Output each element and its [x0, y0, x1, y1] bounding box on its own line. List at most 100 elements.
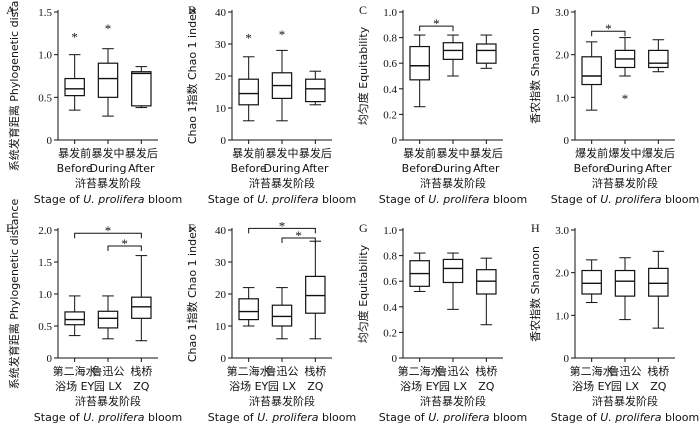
x-tick-label: 浴场 EY	[229, 379, 268, 393]
box-2: *	[614, 37, 636, 106]
box-3	[476, 34, 497, 69]
x-tick-label: 鲁迅公	[437, 364, 470, 378]
y-tick-label: 0.5	[38, 92, 52, 104]
y-tick-label: 0.2	[383, 327, 397, 339]
panel-C: C 0 0.2 0.4 0.6 0.8 1.0 暴发前 Before 暴发中 During 暴发后 Af…	[356, 3, 527, 206]
y-tick-label: 0	[564, 135, 570, 147]
box-3	[131, 255, 152, 342]
panel-label: D	[531, 3, 540, 17]
y-tick-label: 1.0	[38, 289, 52, 301]
box-iqr	[581, 56, 602, 86]
box-iqr	[64, 77, 85, 97]
significance-bracket: *	[248, 218, 316, 234]
panel-label: G	[359, 221, 368, 235]
panel-A: A 0 0.5 1.0 1.5 暴发前 Before 暴发中 During 暴发后 After浒苔暴…	[6, 0, 182, 206]
x-tick-label: 栈桥	[475, 364, 497, 378]
y-tick-label: 0	[47, 353, 53, 365]
box-iqr	[305, 275, 326, 314]
significance-mark: *	[605, 21, 612, 36]
y-tick-label: 0.5	[38, 321, 52, 333]
y-tick-label: 2.0	[38, 225, 52, 237]
x-tick-label: ZQ	[133, 380, 150, 393]
x-tick-label: 第二海水	[227, 364, 271, 378]
y-tick-label: 0.6	[383, 276, 397, 288]
y-tick-label: 2.0	[555, 50, 569, 62]
x-axis-title: 浒苔暴发阶段	[592, 176, 658, 190]
y-tick-label: 3.0	[555, 225, 569, 237]
x-tick-label: 鲁迅公	[92, 364, 125, 378]
x-tick-label: 园 LX	[611, 380, 640, 393]
box-iqr	[131, 71, 152, 107]
x-axis-title-en: Stage of U. prolifera bloom	[34, 411, 182, 424]
y-tick-label: 1.0	[383, 225, 397, 237]
x-tick-label: After	[473, 162, 500, 175]
box-1	[238, 287, 259, 327]
panel-label: H	[531, 221, 540, 235]
y-tick-label: 0.4	[383, 302, 397, 314]
box-iqr	[97, 62, 119, 98]
y-axis-title: 系统发育距离 Phylogenetic distance	[7, 0, 21, 171]
x-tick-label: 鲁迅公	[266, 364, 299, 378]
y-tick-label: 10	[215, 103, 227, 115]
x-axis-title: 浒苔暴发阶段	[592, 394, 658, 408]
y-tick-label: 1.5	[38, 7, 52, 19]
y-tick-label: 20	[215, 289, 227, 301]
box-iqr	[648, 267, 669, 297]
x-tick-label: After	[128, 162, 155, 175]
x-axis-title: 浒苔暴发阶段	[75, 176, 141, 190]
y-tick-label: 0.6	[383, 58, 397, 70]
box-iqr	[581, 269, 602, 295]
box-3	[476, 257, 497, 326]
box-2	[442, 34, 464, 77]
bracket-line	[107, 245, 142, 251]
significance-mark: *	[105, 223, 112, 238]
box-iqr	[648, 49, 669, 69]
bracket-line	[591, 30, 626, 37]
panel-D: D 0 1.0 2.0 3.0 爆发前 Before 爆发中 During 爆发后 After浒苔暴…	[528, 3, 699, 206]
x-tick-label: 爆发中	[609, 146, 642, 160]
box-2: *	[97, 21, 119, 117]
box-2	[442, 252, 464, 310]
x-tick-label: During	[264, 162, 301, 175]
y-tick-label: 0	[392, 135, 398, 147]
x-tick-label: 暴发前	[403, 146, 436, 160]
significance-mark: *	[279, 218, 286, 233]
significance-mark: *	[295, 228, 302, 243]
x-tick-label: During	[435, 162, 472, 175]
y-tick-label: 2.0	[555, 268, 569, 280]
box-iqr	[238, 298, 259, 321]
panel-B: B 0 10 20 30 40 暴发前 Before 暴发中 During 暴发后 After浒苔暴发…	[185, 3, 356, 206]
significance-bracket: *	[107, 236, 142, 251]
y-tick-label: 0.8	[383, 251, 397, 263]
bracket-line	[419, 25, 454, 32]
panel-label: E	[6, 221, 13, 235]
x-tick-label: Before	[402, 162, 438, 175]
x-tick-label: Before	[231, 162, 267, 175]
outlier-mark: *	[105, 21, 112, 36]
box-1	[64, 295, 85, 337]
box-2	[97, 295, 119, 340]
y-tick-label: 0.8	[383, 33, 397, 45]
x-tick-label: ZQ	[650, 380, 667, 393]
y-tick-label: 1.0	[555, 310, 569, 322]
x-tick-label: 栈桥	[304, 364, 326, 378]
outlier-mark: *	[245, 30, 252, 45]
box-iqr	[131, 296, 152, 319]
outlier-mark: *	[71, 29, 78, 44]
x-tick-label: After	[645, 162, 672, 175]
significance-bracket: *	[419, 16, 454, 32]
box-1	[409, 34, 430, 108]
y-tick-label: 1.0	[555, 92, 569, 104]
y-axis-title: 均匀度 Equitability	[356, 244, 370, 343]
box-1: *	[238, 30, 259, 122]
y-tick-label: 3.0	[555, 7, 569, 19]
x-tick-label: 暴发后	[470, 146, 503, 160]
x-tick-label: During	[90, 162, 127, 175]
y-tick-label: 1.0	[38, 50, 52, 62]
x-axis-title: 浒苔暴发阶段	[420, 394, 486, 408]
outlier-mark: *	[279, 27, 286, 42]
